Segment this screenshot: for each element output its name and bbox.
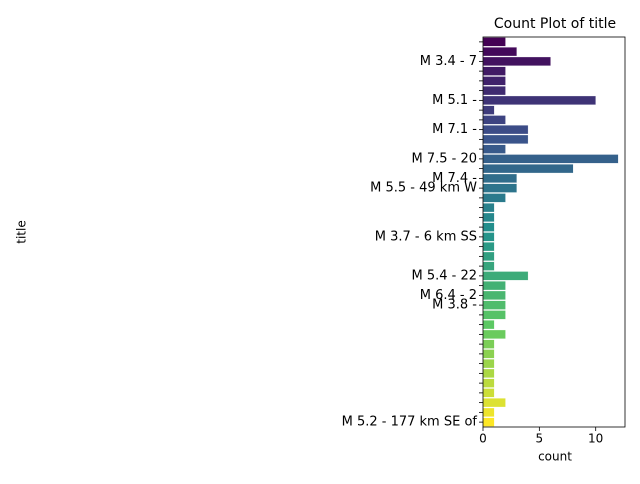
bar bbox=[482, 222, 495, 232]
bar bbox=[482, 329, 506, 339]
bar bbox=[482, 271, 529, 281]
bar bbox=[482, 183, 517, 193]
bar bbox=[482, 154, 619, 164]
y-tick-label: M 6.4 - 2 bbox=[420, 288, 477, 303]
bar bbox=[482, 193, 506, 203]
bar bbox=[482, 349, 495, 359]
bar bbox=[482, 66, 506, 76]
bar bbox=[482, 320, 495, 330]
y-tick-label: M 5.4 - 22 bbox=[411, 268, 477, 283]
bar bbox=[482, 164, 574, 174]
bar bbox=[482, 251, 495, 261]
bar bbox=[482, 359, 495, 369]
y-tick-label: M 3.7 - 6 km SS bbox=[375, 229, 477, 244]
bar bbox=[482, 310, 506, 320]
bar bbox=[482, 417, 495, 427]
bar bbox=[482, 368, 495, 378]
x-tick-label: 10 bbox=[588, 432, 603, 446]
bar bbox=[482, 56, 551, 66]
bar bbox=[482, 105, 495, 115]
y-tick-label: M 5.5 - 49 km W bbox=[370, 181, 477, 196]
plot-frame bbox=[482, 36, 626, 428]
bar bbox=[482, 95, 596, 105]
y-tick-label: M 5.1 - bbox=[432, 93, 477, 108]
y-tick-label: M 7.5 - 20 bbox=[411, 151, 477, 166]
bar bbox=[482, 86, 506, 96]
bar bbox=[482, 144, 506, 154]
bar bbox=[482, 47, 517, 57]
bar bbox=[482, 300, 506, 310]
y-tick-label: M 3.4 - 7 bbox=[420, 54, 477, 69]
bar bbox=[482, 339, 495, 349]
bar bbox=[482, 173, 517, 183]
bar bbox=[482, 290, 506, 300]
y-tick-label: M 7.4 - bbox=[432, 171, 477, 186]
x-tick-label: 5 bbox=[536, 432, 544, 446]
bar bbox=[482, 261, 495, 271]
bar bbox=[482, 232, 495, 242]
y-tick-label: M 7.1 - bbox=[432, 122, 477, 137]
bar bbox=[482, 212, 495, 222]
x-axis-label: count bbox=[538, 450, 572, 464]
bar bbox=[482, 134, 529, 144]
y-axis-label: title bbox=[15, 220, 29, 243]
bar bbox=[482, 115, 506, 125]
bar bbox=[482, 407, 495, 417]
y-tick-label: M 5.2 - 177 km SE of bbox=[342, 415, 478, 430]
bar bbox=[482, 125, 529, 135]
bar bbox=[482, 76, 506, 86]
bar bbox=[482, 378, 495, 388]
bar bbox=[482, 398, 506, 408]
x-tick-label: 0 bbox=[479, 432, 487, 446]
bar bbox=[482, 242, 495, 252]
bar bbox=[482, 203, 495, 213]
bar bbox=[482, 37, 506, 47]
y-tick-label: M 3.8 - bbox=[432, 298, 477, 313]
bar bbox=[482, 281, 506, 291]
bar bbox=[482, 388, 495, 398]
chart-title: Count Plot of title bbox=[494, 16, 616, 32]
